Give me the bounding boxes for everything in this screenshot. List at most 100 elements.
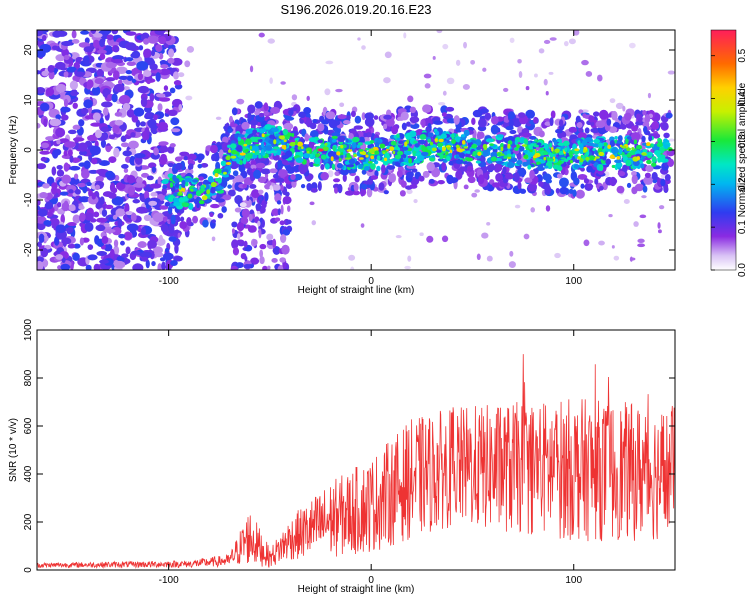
spectrogram-cell (461, 148, 465, 152)
spectrogram-cell (178, 185, 182, 190)
spectrogram-cell (132, 198, 141, 204)
spectrogram-cell (445, 151, 449, 155)
spectrogram-cell (475, 160, 481, 164)
spectrogram-cell (654, 149, 661, 156)
spectrogram-cell (631, 174, 638, 185)
spectrogram-cell (207, 176, 214, 183)
spectrogram-cell (533, 144, 540, 148)
spectrogram-cell (609, 98, 616, 104)
spectrogram-cell (317, 181, 322, 192)
spectrogram-cell (252, 150, 255, 154)
spectrogram-cell (61, 257, 66, 263)
spectrogram-cell (593, 138, 601, 144)
spectrogram-cell (665, 112, 673, 119)
spectrogram-cell (534, 73, 538, 78)
spectrogram-cell (576, 122, 583, 129)
spectrogram-cell (320, 163, 325, 171)
spectrogram-cell (496, 160, 505, 165)
spectrogram-cell (54, 148, 62, 156)
spectrogram-cell (437, 101, 446, 106)
spectrogram-cell (406, 121, 411, 127)
spectrogram-cell (373, 115, 379, 120)
spectrogram-cell (227, 184, 233, 189)
spectrogram-cell (179, 221, 188, 230)
spectrogram-cell (611, 245, 615, 249)
spectrogram-cell (446, 155, 451, 162)
spectrogram-cell (73, 173, 79, 180)
spectrogram-cell (538, 48, 545, 54)
spectrogram-cell (324, 163, 330, 170)
spectrogram-cell (91, 85, 101, 96)
spectrogram-cell (56, 139, 61, 145)
spectrogram-cell (340, 144, 344, 149)
spectrogram-cell (521, 144, 527, 147)
spectrogram-cell (174, 156, 183, 162)
spectrogram-cell (60, 114, 69, 121)
spectrogram-cell (244, 162, 251, 169)
spectrogram-cell (470, 59, 476, 65)
spectrogram-cell (83, 99, 93, 109)
spectrogram-cell (409, 116, 420, 124)
spectrogram-cell (406, 171, 414, 179)
spectrogram-cell (308, 161, 315, 168)
spectrogram-cell (514, 147, 519, 151)
spectrogram-cell (221, 136, 229, 144)
spectrogram-cell (162, 184, 168, 190)
spectrogram-cell (550, 110, 556, 119)
spectrogram-cell (396, 133, 400, 139)
spec-ytick-label: 0 (23, 147, 34, 153)
spectrogram-cell (140, 97, 148, 108)
spectrogram-cell (254, 101, 263, 109)
spectrogram-cell (455, 154, 460, 159)
snr-xtick-label: -100 (159, 575, 179, 586)
spectrogram-cell (170, 117, 180, 126)
spectrogram-cell (401, 122, 407, 131)
spectrogram-cell (382, 151, 386, 155)
spectrogram-cell (647, 92, 652, 99)
spectrogram-cell (95, 175, 104, 183)
spectrogram-cell (568, 188, 574, 194)
spectrogram-cell (348, 254, 356, 261)
spectrogram-cell (214, 172, 219, 178)
spectrogram-cell (392, 161, 396, 166)
spectrogram-cell (478, 118, 487, 128)
spectrogram-cell (518, 145, 524, 151)
spectrogram-cell (160, 64, 169, 69)
spectrogram-cell (549, 37, 557, 41)
spectrogram-cell (83, 160, 91, 170)
spectrogram-cell (577, 140, 581, 145)
spectrogram-cell (302, 144, 309, 148)
spectrogram-cell (92, 39, 100, 49)
spectrogram-cell (507, 143, 511, 149)
spectrogram-cell (269, 185, 273, 191)
spectrogram-cell (169, 87, 176, 94)
spectrogram-cell (276, 200, 282, 205)
spectrogram-cell (244, 138, 252, 146)
spectrogram-cell (39, 102, 50, 112)
snr-frame (36, 329, 676, 571)
spectrogram-cell (279, 184, 284, 191)
spectrogram-cell (308, 137, 317, 143)
spectrogram-cell (55, 114, 62, 121)
spectrogram-cell (652, 179, 658, 184)
spectrogram-cell (327, 170, 334, 178)
spectrogram-cell (331, 132, 341, 138)
spectrogram-cell (37, 163, 47, 170)
spectrogram-cell (553, 139, 558, 147)
spectrogram-cell (288, 109, 294, 116)
spectrogram-cell (392, 150, 396, 155)
spectrogram-cell (262, 265, 268, 270)
spectrogram-cell (575, 189, 585, 199)
spectrogram-cell (247, 112, 252, 120)
spectrogram-cell (657, 222, 661, 229)
spectrogram-cell (406, 189, 413, 195)
colorbar: 0.0 0.1 0.2 0.3 0.4 0.5 Normalized spectral a… (710, 29, 748, 277)
spec-ytick-label: 20 (23, 44, 34, 56)
spectrogram-cell (445, 106, 455, 112)
spectrogram-cell (111, 196, 124, 206)
spectrogram-cell (286, 219, 292, 225)
spectrogram-cell (245, 148, 249, 152)
spectrogram-cell (125, 246, 131, 255)
spectrogram-cell (384, 152, 390, 158)
spectrogram-cell (581, 59, 589, 66)
